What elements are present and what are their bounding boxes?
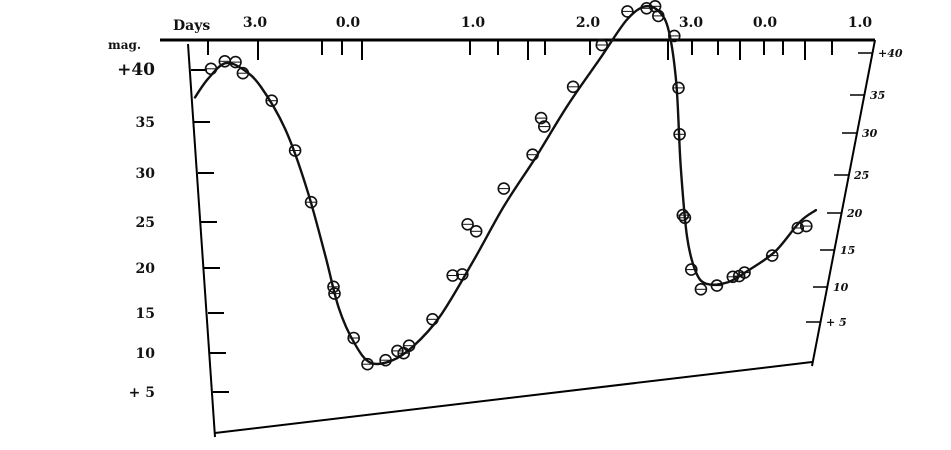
y-tick-label-left: + 5 <box>129 385 155 401</box>
observation-point <box>595 38 609 52</box>
y-tick-label-right: 15 <box>840 244 855 257</box>
observation-point <box>426 312 439 326</box>
x-tick-label: 0.0 <box>753 15 778 31</box>
y-tick-label-left: 30 <box>136 166 156 182</box>
top-ticks <box>207 40 833 60</box>
x-tick-label: 3.0 <box>243 15 268 31</box>
observation-point <box>765 249 779 262</box>
observation-point <box>684 263 698 276</box>
observation-point <box>288 144 302 157</box>
observation-point <box>799 219 813 233</box>
observation-point <box>676 208 690 222</box>
observation-point <box>347 331 361 345</box>
observation-point <box>651 9 665 23</box>
observation-point <box>304 195 318 209</box>
observation-point <box>566 80 580 94</box>
y-tick-label-left: 20 <box>136 261 156 277</box>
x-tick-label: 2.0 <box>576 15 601 31</box>
observation-point <box>526 148 539 161</box>
left-ticks: +40 35 30 25 20 15 10 + 5 <box>117 60 229 401</box>
observation-point <box>469 225 483 238</box>
observation-point <box>640 2 653 15</box>
y-tick-label-right: 20 <box>846 207 863 220</box>
right-axis <box>811 39 876 367</box>
x-tick-label: 1.0 <box>461 15 486 31</box>
observation-point <box>710 279 724 292</box>
observation-point <box>361 357 374 371</box>
y-axis-title: mag. <box>108 38 141 52</box>
observation-point <box>204 62 218 76</box>
observation-point <box>791 221 805 235</box>
x-tick-label: 3.0 <box>679 15 704 31</box>
observation-point <box>678 211 692 225</box>
observation-point <box>379 353 392 367</box>
observation-point <box>673 128 686 141</box>
x-tick-label: 1.0 <box>848 15 873 31</box>
observation-point <box>694 282 708 296</box>
left-axis <box>187 43 216 438</box>
y-tick-label-right: 35 <box>870 89 885 102</box>
observation-point <box>621 5 634 18</box>
light-curve-line <box>193 4 818 366</box>
observation-point <box>328 287 341 300</box>
observation-point <box>672 81 685 95</box>
observation-point <box>236 66 250 80</box>
x-axis-title: Days <box>173 18 210 34</box>
y-tick-label-left: 35 <box>136 115 155 131</box>
observation-point <box>534 111 548 125</box>
observation-point <box>738 266 751 279</box>
y-tick-label-right: 25 <box>853 169 869 182</box>
y-tick-label-left: +40 <box>117 60 155 80</box>
y-tick-label-right: 30 <box>862 127 878 140</box>
observation-point <box>537 120 551 133</box>
observation-point <box>265 94 279 107</box>
top-tick-labels: 3.0 0.0 1.0 2.0 3.0 0.0 1.0 <box>243 15 873 31</box>
observation-point <box>497 182 511 195</box>
bottom-axis <box>214 361 813 434</box>
y-tick-label-left: 10 <box>136 346 156 362</box>
y-tick-label-right: +40 <box>878 47 903 60</box>
observation-point <box>446 269 460 282</box>
x-tick-label: 0.0 <box>336 15 361 31</box>
observation-point <box>461 218 474 231</box>
y-tick-label-left: 15 <box>136 306 155 322</box>
observation-point <box>455 268 469 281</box>
observation-point <box>402 339 416 353</box>
observation-point <box>726 270 740 284</box>
fitted-curve <box>193 4 818 366</box>
observation-point <box>229 55 242 69</box>
y-tick-label-right: 10 <box>833 281 849 294</box>
y-tick-label-left: 25 <box>136 215 155 231</box>
y-tick-label-right: + 5 <box>826 316 847 329</box>
observation-points <box>204 0 813 371</box>
right-ticks: +40 35 30 25 20 15 10 + 5 <box>806 47 903 329</box>
observation-point <box>667 29 681 43</box>
observation-point <box>391 344 404 358</box>
observation-point <box>327 280 340 294</box>
